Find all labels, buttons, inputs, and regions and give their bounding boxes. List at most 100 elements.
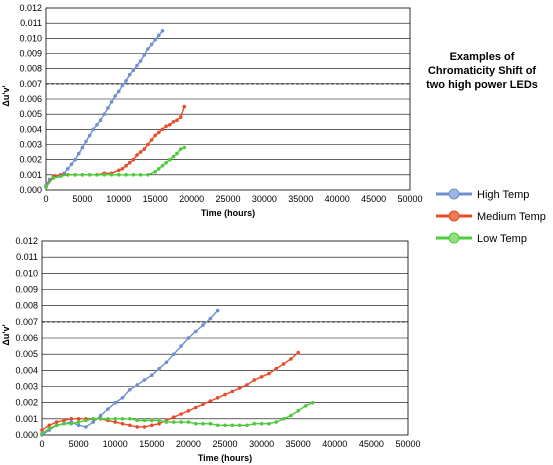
legend-marker-high-temp	[448, 188, 460, 200]
chart1-y-axis-title: Δu'v'	[1, 85, 11, 106]
chart2-point-high-temp	[172, 352, 176, 357]
chart1-point-low-temp	[51, 176, 56, 180]
chart2-point-high-temp	[91, 420, 95, 424]
legend-label-high-temp: High Temp	[477, 189, 529, 201]
chart1-point-high-temp	[102, 112, 106, 116]
chart2-point-medium-temp	[237, 386, 242, 390]
chart2-point-medium-temp	[150, 423, 154, 428]
chart2-point-low-temp	[208, 421, 213, 426]
chart1-point-low-temp	[160, 163, 165, 168]
chart1-point-low-temp	[87, 173, 92, 177]
chart1-point-low-temp	[95, 173, 99, 177]
chart2-point-medium-temp	[208, 399, 213, 403]
chart2-point-low-temp	[186, 420, 191, 424]
chart2-point-low-temp	[179, 420, 183, 424]
chart1-point-high-temp	[153, 38, 157, 42]
chart2-point-high-temp	[120, 396, 125, 400]
annotation-note: Examples of Chromaticity Shift of two hi…	[426, 51, 538, 91]
chart1-point-medium-temp	[135, 153, 139, 157]
chart2-point-medium-temp	[179, 412, 183, 416]
chart2-point-low-temp	[281, 417, 286, 421]
chart1-point-high-temp	[113, 94, 117, 98]
chart1-point-low-temp	[146, 173, 150, 177]
chart1-x-tick-label: 10000	[106, 194, 131, 204]
chart2-point-low-temp	[40, 431, 44, 436]
chart1-point-high-temp	[80, 145, 85, 150]
chart2-y-axis-title: Δu'v'	[1, 324, 11, 345]
chart2-point-medium-temp	[215, 396, 220, 400]
chart1-point-low-temp	[175, 151, 179, 156]
chart1-point-high-temp	[95, 123, 99, 127]
chart1-point-medium-temp	[168, 123, 172, 127]
legend-marker-low-temp	[448, 232, 460, 244]
chart2-point-low-temp	[98, 417, 103, 421]
chart1-point-medium-temp	[160, 127, 165, 132]
chart2-point-high-temp	[157, 366, 161, 371]
legend: High Temp Medium Temp Low Temp	[436, 188, 546, 245]
chart1-point-high-temp	[87, 133, 92, 138]
chart2-point-low-temp	[237, 423, 242, 428]
chart2-point-medium-temp	[230, 389, 235, 394]
chart1-y-tick-label: 0.011	[20, 18, 42, 28]
chart2-y-tick-label: 0.002	[15, 398, 38, 408]
chart2-point-medium-temp	[172, 415, 176, 420]
chart2-x-axis-title: Time (hours)	[198, 453, 252, 463]
chart1-y-tick-label: 0.003	[19, 140, 42, 150]
chart1-point-high-temp	[106, 106, 110, 110]
chart2-point-low-temp	[245, 423, 249, 428]
chart1-point-low-temp	[178, 147, 183, 151]
chart1-point-low-temp	[117, 173, 121, 177]
chart2-point-high-temp	[150, 373, 154, 378]
annotation-line-2: Chromaticity Shift of	[428, 65, 537, 77]
chart1-point-high-temp	[120, 83, 125, 88]
chart1-point-medium-temp	[175, 118, 179, 122]
chart2-point-medium-temp	[69, 417, 74, 421]
chart1-point-high-temp	[84, 139, 88, 144]
chart1-point-high-temp	[91, 127, 96, 132]
chart1-x-tick-label: 25000	[215, 194, 240, 204]
chart1-point-low-temp	[124, 173, 128, 177]
chart2-point-medium-temp	[193, 405, 198, 410]
chart1-y-tick-label: 0.009	[19, 49, 42, 59]
chart1-point-medium-temp	[164, 124, 168, 129]
chart1-x-axis-title: Time (hours)	[201, 208, 255, 218]
chart2-point-low-temp	[172, 420, 176, 424]
chart1-point-high-temp	[138, 59, 143, 63]
chart2-y-tick-label: 0.000	[15, 430, 38, 440]
chart1-point-high-temp	[157, 33, 161, 38]
chart1-point-medium-temp	[182, 104, 187, 109]
chart2-y-tick-label: 0.010	[15, 268, 38, 278]
chart1-y-tick-label: 0.000	[19, 185, 42, 195]
chart2-point-high-temp	[106, 407, 110, 411]
chart1-point-high-temp	[131, 68, 136, 72]
chart2-x-tick-label: 20000	[176, 439, 201, 449]
chart2-point-low-temp	[274, 420, 279, 424]
chart1-x-tick-label: 15000	[143, 194, 168, 204]
legend-marker-medium-temp	[448, 210, 460, 222]
annotation-line-1: Examples of	[450, 51, 515, 63]
chart1-point-low-temp	[164, 160, 168, 165]
chart1-x-tick-label: 50000	[397, 194, 422, 204]
chart1-y-tick-label: 0.006	[19, 94, 42, 104]
chart1-point-medium-temp	[138, 150, 143, 154]
chart-top: 0.000 0.001 0.002 0.003 0.004 0.005 0.006 0.007…	[1, 3, 423, 218]
chart2-point-low-temp	[62, 421, 66, 426]
chart1-point-high-temp	[66, 167, 70, 171]
chart2-point-low-temp	[193, 421, 198, 426]
chart2-point-medium-temp	[47, 423, 52, 428]
chart1-y-tick-label: 0.008	[19, 64, 42, 74]
chart1-x-tick-label: 5000	[72, 194, 92, 204]
chart2-point-high-temp	[164, 360, 169, 365]
chart2-point-low-temp	[150, 418, 154, 423]
chart1-point-medium-temp	[127, 160, 132, 165]
chart2-point-medium-temp	[274, 366, 279, 371]
chart2-point-low-temp	[135, 418, 139, 423]
chart2-point-medium-temp	[245, 383, 249, 387]
chart1-point-medium-temp	[157, 130, 161, 135]
chart2-point-low-temp	[296, 409, 301, 413]
chart2-x-tick-label: 45000	[359, 439, 384, 449]
chart1-y-tick-label: 0.012	[19, 3, 42, 13]
chart1-point-medium-temp	[120, 167, 125, 171]
chart2-point-low-temp	[259, 421, 264, 426]
